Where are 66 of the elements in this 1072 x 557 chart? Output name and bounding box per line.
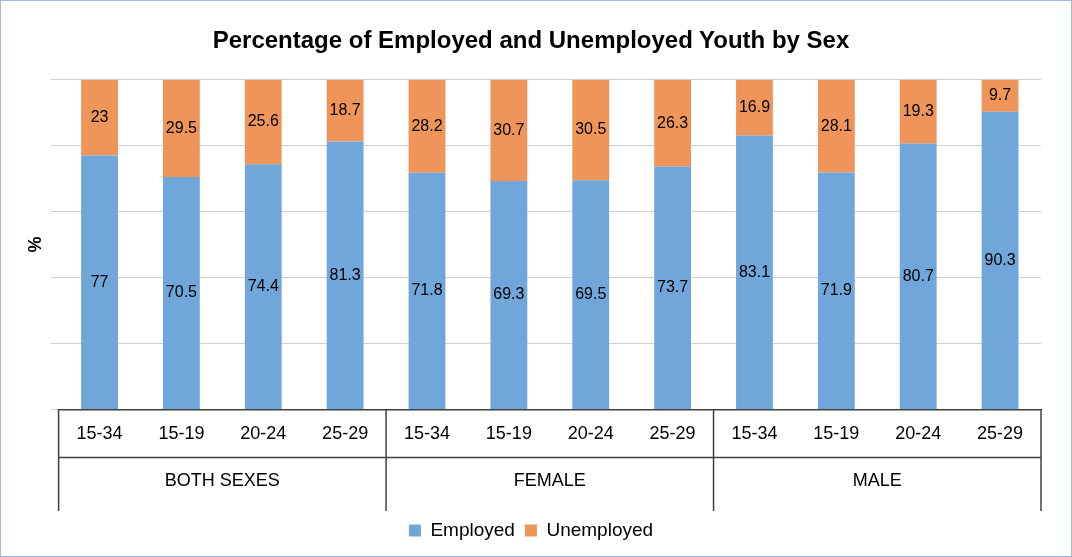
bar xyxy=(899,79,937,144)
data-label: 25.6 xyxy=(247,112,279,130)
x-tick-label: 15-19 xyxy=(813,423,860,444)
bar xyxy=(572,180,610,409)
data-label: 69.3 xyxy=(493,285,525,303)
chart-title: Percentage of Employed and Unemployed Youth by Sex xyxy=(212,26,850,54)
x-tick-label: 15-34 xyxy=(403,423,451,444)
bar xyxy=(326,141,364,409)
data-label: 26.3 xyxy=(657,113,689,131)
bar xyxy=(326,79,364,142)
data-label: 18.7 xyxy=(329,101,361,119)
data-label: 29.5 xyxy=(165,118,198,136)
x-tick-label: 15-19 xyxy=(158,423,205,444)
bar xyxy=(408,79,446,173)
bar xyxy=(817,79,855,173)
data-label: 73.7 xyxy=(657,278,689,296)
bar xyxy=(162,177,200,409)
y-axis-title: % xyxy=(24,236,45,253)
data-label: 81.3 xyxy=(329,265,361,283)
x-tick-label: 15-34 xyxy=(731,423,778,444)
bar xyxy=(81,79,118,156)
data-label: 71.9 xyxy=(820,281,853,299)
legend-label: Unemployed xyxy=(546,518,654,540)
text: MALE xyxy=(852,470,902,491)
bar xyxy=(654,79,692,167)
data-label: 23 xyxy=(90,108,109,126)
legend-label: Employed xyxy=(430,518,515,540)
data-label: 77 xyxy=(90,272,109,290)
bar xyxy=(408,172,446,409)
bar xyxy=(490,180,528,409)
bar xyxy=(981,111,1019,409)
bar xyxy=(736,79,773,136)
bar xyxy=(490,79,528,181)
x-tick-label: 15-19 xyxy=(485,423,532,444)
bar xyxy=(899,143,937,409)
text: FEMALE xyxy=(513,470,586,491)
x-tick-label: 20-24 xyxy=(567,423,614,444)
data-label: 80.7 xyxy=(902,266,934,284)
data-label: 71.8 xyxy=(411,281,443,299)
bar xyxy=(81,155,118,409)
data-label: 30.5 xyxy=(575,120,607,138)
bar xyxy=(244,164,282,409)
data-label: 70.5 xyxy=(165,283,198,301)
data-label: 83.1 xyxy=(738,262,771,280)
x-tick-label: 20-24 xyxy=(240,423,287,444)
x-tick-label: 20-24 xyxy=(895,423,942,444)
x-tick-label: 25-29 xyxy=(322,423,369,444)
bar xyxy=(572,79,610,181)
data-label: 30.7 xyxy=(493,120,525,138)
data-label: 28.2 xyxy=(411,116,443,134)
data-label: 16.9 xyxy=(738,98,771,116)
x-tick-label: 25-29 xyxy=(977,423,1024,444)
data-label: 90.3 xyxy=(984,250,1016,268)
bar xyxy=(162,79,200,178)
data-label: 19.3 xyxy=(902,102,934,120)
bar xyxy=(244,79,282,165)
bar xyxy=(817,172,855,409)
bar xyxy=(736,135,773,409)
bar xyxy=(654,166,692,409)
data-label: 9.7 xyxy=(988,86,1012,104)
x-tick-label: 25-29 xyxy=(649,423,696,444)
text: BOTH SEXES xyxy=(164,470,280,491)
data-label: 69.5 xyxy=(575,285,607,303)
data-label: 28.1 xyxy=(820,116,853,134)
x-tick-label: 15-34 xyxy=(76,423,123,444)
data-label: 74.4 xyxy=(247,276,279,294)
